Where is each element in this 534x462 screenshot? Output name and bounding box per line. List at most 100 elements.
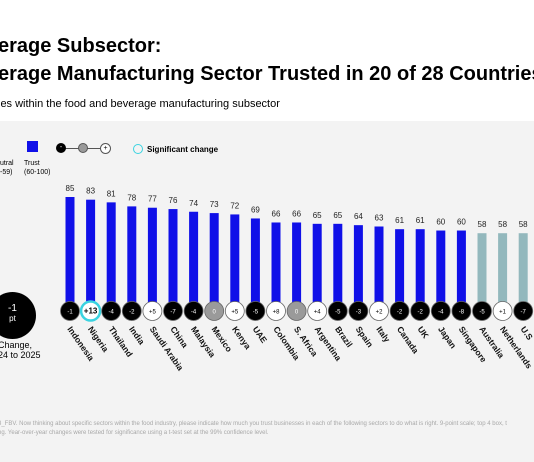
- value-label: 81: [107, 189, 116, 198]
- bar-japan: [436, 230, 446, 311]
- change-label: +13: [84, 307, 98, 316]
- change-circle: [389, 301, 410, 321]
- category-label: India: [127, 324, 147, 346]
- change-label: +4: [314, 310, 322, 316]
- category-label: Spain: [354, 324, 375, 349]
- bar-italy: [374, 226, 384, 311]
- change-label: -4: [438, 310, 444, 316]
- change-circle: [224, 301, 245, 321]
- bar-uk: [415, 229, 425, 311]
- value-label: 66: [292, 209, 301, 218]
- change-legend-circle: -1 pt: [0, 292, 36, 339]
- title-line-1: erage Subsector:: [0, 35, 162, 57]
- change-circle: [348, 301, 369, 321]
- value-label: 64: [354, 212, 363, 221]
- change-legend-label: Change, 24 to 2025: [0, 340, 41, 360]
- change-circle: [327, 301, 348, 321]
- change-label: -8: [459, 310, 465, 316]
- value-label: 58: [519, 220, 528, 229]
- legend-neutral-range: -59): [0, 169, 13, 176]
- change-legend-unit: pt: [9, 314, 16, 323]
- legend-neutral-label: utral: [0, 160, 14, 167]
- value-label: 58: [498, 220, 507, 229]
- value-label: 58: [478, 220, 487, 229]
- change-label: -3: [356, 310, 362, 316]
- change-circle: [101, 301, 122, 321]
- bar-china: [168, 209, 178, 311]
- change-circle: [60, 301, 80, 321]
- bar-s-africa: [292, 222, 302, 311]
- change-label: -5: [253, 310, 259, 316]
- category-label: UAE: [251, 324, 270, 345]
- value-label: 85: [66, 184, 75, 193]
- value-label: 61: [395, 216, 404, 225]
- bar-nigeria: [86, 199, 96, 311]
- category-label: Italy: [374, 324, 392, 344]
- value-label: 76: [169, 196, 178, 205]
- category-label: UK: [416, 324, 432, 340]
- bar-kenya: [230, 214, 240, 311]
- legend-zero-circle: [78, 143, 88, 153]
- change-circle: [451, 301, 472, 321]
- bar-colombia: [271, 222, 281, 311]
- legend-trust-swatch: [27, 141, 38, 152]
- legend-trust-label: Trust: [24, 160, 40, 167]
- change-circle: [410, 301, 431, 321]
- value-label: 72: [230, 201, 239, 210]
- change-circle: [245, 301, 266, 321]
- category-label: Japan: [436, 324, 458, 350]
- value-label: 65: [313, 211, 322, 220]
- change-label: -5: [479, 310, 485, 316]
- value-label: 60: [457, 218, 466, 227]
- legend-trust-range: (60-100): [24, 169, 51, 176]
- change-label: -7: [521, 310, 527, 316]
- change-legend-label-line2: 24 to 2025: [0, 350, 41, 360]
- change-label: -5: [335, 310, 341, 316]
- change-label: -7: [170, 310, 176, 316]
- change-circle: [430, 301, 451, 321]
- bar-uae: [250, 218, 260, 311]
- change-circle: [204, 301, 225, 321]
- change-label: +5: [149, 310, 157, 316]
- change-circle: [266, 301, 286, 321]
- change-circle: [79, 300, 102, 322]
- change-circle: [307, 301, 328, 321]
- bar-saudi-arabia: [147, 207, 157, 311]
- change-circle: [472, 301, 492, 321]
- change-label: +2: [376, 310, 384, 316]
- bar-india: [127, 206, 137, 311]
- footnote: 3_FBV. Now thinking about specific secto…: [0, 420, 507, 438]
- legend-significant-label: Significant change: [147, 145, 219, 154]
- change-label: 0: [213, 310, 217, 316]
- title-line-2: erage Manufacturing Sector Trusted in 20…: [0, 63, 534, 85]
- change-legend-value: -1: [8, 303, 17, 314]
- value-label: 78: [127, 193, 136, 202]
- value-label: 69: [251, 205, 260, 214]
- bar-brazil: [333, 223, 343, 311]
- change-legend-label-line1: Change,: [0, 340, 33, 350]
- legend-significant-ring-icon: [133, 144, 143, 154]
- change-label: -2: [418, 310, 424, 316]
- change-circle: [492, 301, 513, 321]
- value-label: 83: [86, 187, 95, 196]
- change-label: +8: [273, 310, 281, 316]
- change-circle: [121, 301, 142, 321]
- change-circle: [286, 301, 307, 321]
- change-label: -4: [191, 310, 197, 316]
- bar-canada: [395, 229, 405, 311]
- value-label: 61: [416, 216, 425, 225]
- bar-singapore: [456, 230, 466, 311]
- value-label: 63: [375, 214, 384, 223]
- change-label: 0: [295, 310, 299, 316]
- bar-indonesia: [65, 197, 75, 311]
- change-circle: [513, 301, 534, 321]
- change-label: +5: [231, 310, 239, 316]
- change-label: -1: [67, 310, 73, 316]
- change-circle: [142, 301, 163, 321]
- value-label: 65: [333, 211, 342, 220]
- footnote-line1: 3_FBV. Now thinking about specific secto…: [0, 421, 507, 427]
- footnote-line2: ng. Year-over-year changes were tested f…: [0, 430, 269, 436]
- bar-thailand: [106, 202, 116, 311]
- change-circle: [183, 301, 204, 321]
